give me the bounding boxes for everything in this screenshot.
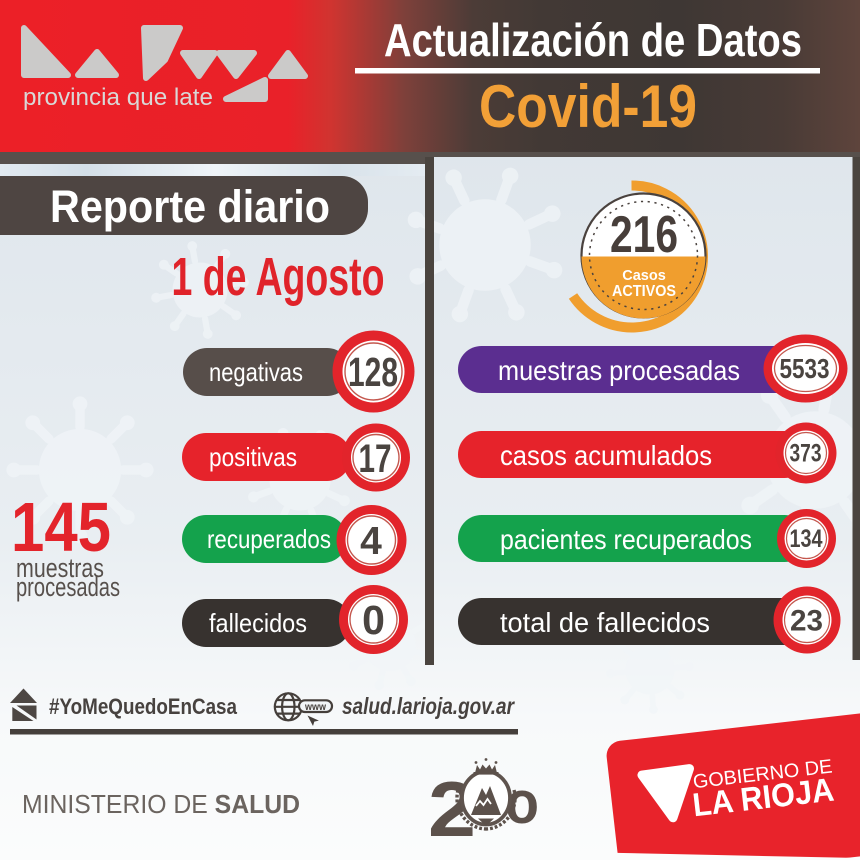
- svg-text:128: 128: [348, 349, 398, 395]
- svg-text:4: 4: [360, 520, 382, 563]
- svg-text:casos acumulados: casos acumulados: [500, 440, 712, 471]
- svg-text:Reporte diario: Reporte diario: [50, 181, 330, 232]
- svg-text:134: 134: [790, 525, 823, 553]
- svg-text:Actualización de Datos: Actualización de Datos: [384, 14, 802, 66]
- svg-text:1 de Agosto: 1 de Agosto: [172, 247, 385, 307]
- svg-text:total de fallecidos: total de fallecidos: [500, 607, 710, 638]
- svg-text:17: 17: [359, 437, 392, 481]
- svg-text:procesadas: procesadas: [16, 572, 120, 602]
- svg-text:www: www: [304, 701, 327, 713]
- svg-text:recuperados: recuperados: [207, 524, 331, 554]
- svg-text:Covid-19: Covid-19: [479, 73, 697, 140]
- svg-text:145: 145: [11, 488, 111, 566]
- svg-text:negativas: negativas: [209, 357, 303, 387]
- svg-text:Casos: Casos: [622, 268, 666, 284]
- svg-text:muestras: muestras: [16, 553, 104, 583]
- svg-text:muestras procesadas: muestras procesadas: [498, 355, 740, 386]
- svg-text:MINISTERIO DE SALUD: MINISTERIO DE SALUD: [22, 789, 300, 819]
- svg-text:5533: 5533: [780, 353, 830, 384]
- svg-text:fallecidos: fallecidos: [209, 608, 307, 638]
- svg-text:provincia que late: provincia que late: [23, 84, 213, 111]
- svg-text:#YoMeQuedoEnCasa: #YoMeQuedoEnCasa: [49, 694, 238, 719]
- svg-text:pacientes recuperados: pacientes recuperados: [500, 524, 752, 555]
- svg-text:0: 0: [362, 597, 385, 643]
- svg-text:positivas: positivas: [209, 442, 297, 472]
- svg-text:23: 23: [790, 605, 823, 638]
- svg-text:216: 216: [610, 206, 678, 264]
- svg-text:ACTIVOS: ACTIVOS: [612, 283, 676, 300]
- svg-text:373: 373: [790, 440, 822, 468]
- svg-text:salud.larioja.gov.ar: salud.larioja.gov.ar: [342, 693, 515, 719]
